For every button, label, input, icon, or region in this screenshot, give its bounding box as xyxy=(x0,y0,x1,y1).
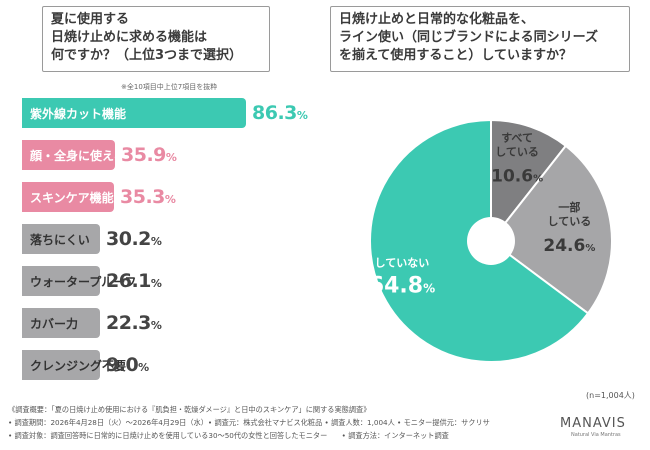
bar-value-6: 9.0% xyxy=(106,354,149,376)
right-title-line-1: 日焼け止めと日常的な化粧品を、 xyxy=(339,12,535,27)
bar-label-0: 紫外線カット機能 xyxy=(30,106,127,121)
bar-1: 顔・全身に使える xyxy=(22,140,126,170)
footer-survey-title: 《調査概要：「夏の日焼け止め使用における『肌負担・乾燥ダメージ』と日中のスキンケ… xyxy=(8,405,371,414)
left-question-box: 夏に使用する 日焼け止めに求める機能は 何ですか？（上位3つまで選択） xyxy=(42,6,270,72)
pie-value-1: 24.6% xyxy=(543,236,595,256)
bar-value-1: 35.9% xyxy=(121,144,177,166)
bar-value-5: 22.3% xyxy=(106,312,162,334)
pie-value-2: 64.8% xyxy=(369,274,435,299)
bar-value-3: 30.2% xyxy=(106,228,162,250)
pie-value-0: 10.6% xyxy=(491,167,543,187)
bar-label-1: 顔・全身に使える xyxy=(30,148,126,163)
bar-value-4: 26.1% xyxy=(106,270,162,292)
brand-logo: MANAVIS xyxy=(560,416,626,431)
footer-survey-target: • 調査対象：調査回答時に日常的に日焼け止めを使用している30～50代の女性と回… xyxy=(8,431,449,440)
bar-value-0: 86.3% xyxy=(252,102,308,124)
brand-logo-subtitle: Natural Via Mantras xyxy=(571,432,621,438)
pie-label-1-line-0: 一部 xyxy=(558,200,580,214)
right-title-line-2: ライン使い（同じブランドによる同シリーズ xyxy=(339,30,598,45)
pie-slice-1 xyxy=(489,144,613,315)
pie-slice-0 xyxy=(490,118,568,244)
bar-6: クレンジング不要 xyxy=(22,350,126,380)
left-title-line-2: 日焼け止めに求める機能は xyxy=(51,30,208,45)
bar-label-3: 落ちにくい xyxy=(30,232,90,247)
right-question-box: 日焼け止めと日常的な化粧品を、 ライン使い（同じブランドによる同シリーズ を揃え… xyxy=(330,6,630,72)
sample-size-note: (n=1,004人) xyxy=(586,391,635,400)
pie-center-hole xyxy=(467,217,515,265)
bar-2: スキンケア機能 xyxy=(22,182,114,212)
bar-label-6: クレンジング不要 xyxy=(30,358,127,373)
footer-survey-period: • 調査期間：2026年4月28日（火）～2026年4月29日（水）• 調査元：… xyxy=(8,418,490,427)
bar-value-2: 35.3% xyxy=(120,186,176,208)
pie-label-0-line-0: すべて xyxy=(501,132,533,145)
pie-label-2-line-0: していない xyxy=(375,257,430,270)
bar-0: 紫外線カット機能 xyxy=(22,98,246,128)
pie-label-1-line-1: している xyxy=(548,215,592,228)
pie-label-0-line-1: している xyxy=(495,146,539,159)
bar-3: 落ちにくい xyxy=(22,224,100,254)
bar-label-4: ウォータープルーフ xyxy=(30,274,137,289)
bar-5: カバー力 xyxy=(22,308,100,338)
left-title-line-1: 夏に使用する xyxy=(51,12,130,27)
bar-4: ウォータープルーフ xyxy=(22,266,137,296)
left-title-line-3: 何ですか？（上位3つまで選択） xyxy=(51,48,243,63)
right-title-line-3: を揃えて使用すること）していますか？ xyxy=(339,48,572,63)
bar-label-5: カバー力 xyxy=(30,316,79,331)
bar-chart-note: ※全10項目中上位7項目を抜粋 xyxy=(121,83,218,91)
bar-label-2: スキンケア機能 xyxy=(30,190,114,205)
